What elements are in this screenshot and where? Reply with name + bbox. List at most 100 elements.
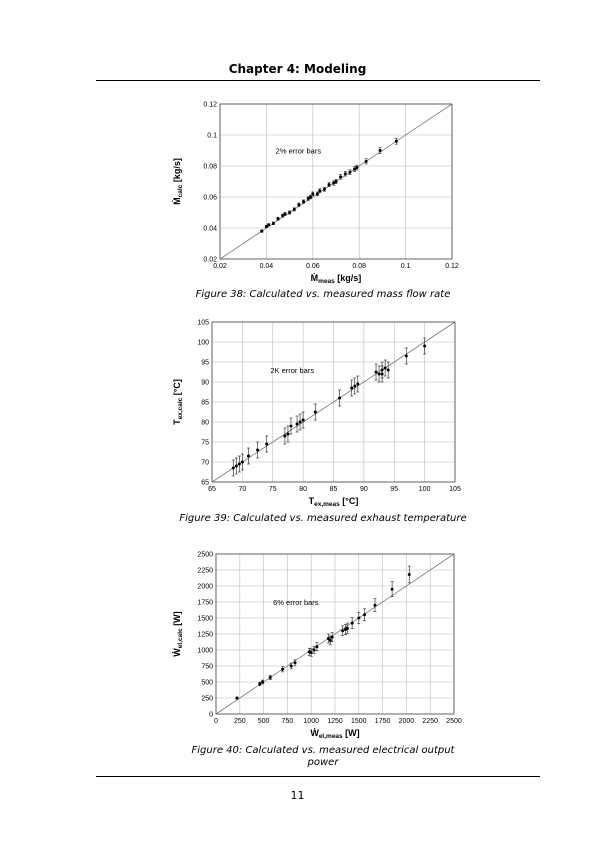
- data-marker: [271, 221, 275, 225]
- data-point: [394, 137, 398, 145]
- data-marker: [295, 422, 299, 426]
- x-tick-label: 500: [258, 718, 270, 725]
- data-marker: [327, 183, 331, 187]
- data-point: [283, 427, 287, 445]
- footer-rule: [96, 776, 540, 777]
- data-point: [306, 196, 310, 201]
- data-marker: [293, 661, 297, 665]
- y-tick-label: 95: [201, 360, 209, 367]
- y-tick-label: 250: [201, 696, 213, 703]
- data-marker: [378, 149, 382, 152]
- data-marker: [330, 635, 334, 639]
- data-marker: [380, 372, 384, 376]
- x-tick-label: 75: [269, 486, 277, 493]
- x-tick-label: 750: [282, 718, 294, 725]
- data-point: [386, 361, 390, 379]
- x-tick-label: 1250: [327, 718, 343, 725]
- chart-exhaust-temperature: 65 70 75 80 85 90 95 100 105 65 70 75 80 85 90 95 100 105…: [172, 320, 461, 509]
- data-marker: [334, 180, 338, 183]
- x-tick-label: 0.08: [352, 263, 366, 270]
- data-marker: [298, 420, 302, 424]
- data-marker: [281, 667, 285, 671]
- data-point: [302, 199, 306, 204]
- y-tick-label: 65: [201, 480, 209, 487]
- data-point: [268, 675, 272, 681]
- data-point: [258, 681, 262, 687]
- data-marker: [311, 192, 315, 196]
- y-tick-label: 1250: [197, 632, 213, 639]
- figure-exhaust-temperature: 65 70 75 80 85 90 95 100 105 65 70 75 80 85 90 95 100 105…: [170, 314, 470, 512]
- data-point: [267, 223, 271, 227]
- data-point: [380, 365, 384, 383]
- data-marker: [302, 200, 306, 204]
- y-tick-label: 1000: [197, 648, 213, 655]
- data-marker: [350, 621, 354, 625]
- data-point: [246, 447, 250, 465]
- data-marker: [231, 466, 235, 470]
- data-point: [256, 441, 260, 459]
- data-marker: [281, 214, 285, 218]
- data-marker: [345, 626, 349, 630]
- error-bar-annotation: 2% error bars: [276, 147, 322, 156]
- data-point: [353, 166, 357, 172]
- y-tick-label: 100: [197, 340, 209, 347]
- data-point: [326, 633, 330, 644]
- data-marker: [234, 464, 238, 468]
- data-point: [374, 363, 378, 381]
- data-point: [348, 169, 352, 175]
- data-point: [328, 635, 332, 646]
- figure-electrical-power: 0 250 500 750 1000 1250 1500 1750 2000 2250 2500 0 2…: [170, 546, 470, 744]
- x-tick-label: 1500: [351, 718, 367, 725]
- y-axis-label: Ẇel,calc [W]: [172, 611, 184, 656]
- data-point: [283, 212, 287, 216]
- x-tick-label: 0.1: [401, 263, 411, 270]
- data-point: [357, 611, 361, 625]
- data-marker: [364, 159, 368, 163]
- data-marker: [407, 572, 411, 576]
- figure-40-caption: Figure 40: Calculated vs. measured elect…: [191, 745, 455, 768]
- data-marker: [260, 229, 264, 233]
- x-axis-label: Tex,meas [°C]: [309, 496, 359, 508]
- data-point: [286, 425, 290, 443]
- data-point: [315, 642, 319, 652]
- data-point: [407, 565, 411, 584]
- data-point: [309, 648, 313, 657]
- data-point: [339, 174, 343, 180]
- plot-frame: [215, 553, 455, 715]
- y-tick-label: 1750: [197, 600, 213, 607]
- data-marker: [374, 370, 378, 374]
- y-tick-label: 2250: [197, 568, 213, 575]
- data-marker: [286, 432, 290, 436]
- figure-38-caption: Figure 38: Calculated vs. measured mass …: [195, 289, 451, 300]
- chart-electrical-power: 0 250 500 750 1000 1250 1500 1750 2000 2250 2500 0 2…: [172, 552, 462, 741]
- data-point: [383, 359, 387, 377]
- x-tick-label: 2500: [446, 718, 462, 725]
- data-marker: [348, 170, 352, 174]
- y-tick-label: 70: [201, 460, 209, 467]
- data-point: [330, 632, 334, 643]
- data-marker: [341, 629, 345, 633]
- reference-line: [211, 321, 456, 483]
- data-point: [345, 622, 349, 634]
- data-marker: [339, 175, 343, 179]
- data-point: [231, 459, 235, 477]
- y-tick-label: 85: [201, 400, 209, 407]
- data-marker: [292, 207, 296, 211]
- y-axis-label: Tex,calc [°C]: [172, 379, 184, 425]
- data-point: [234, 457, 238, 475]
- y-axis-label: Ṁcalc [kg/s]: [172, 158, 184, 205]
- data-point: [298, 413, 302, 431]
- data-marker: [289, 424, 293, 428]
- data-point: [293, 659, 297, 667]
- data-point: [276, 216, 280, 221]
- figure-39-caption: Figure 39: Calculated vs. measured exhau…: [179, 513, 467, 524]
- data-marker: [264, 224, 268, 228]
- data-point: [404, 347, 408, 365]
- data-marker: [315, 645, 319, 649]
- data-marker: [258, 682, 262, 686]
- data-marker: [350, 386, 354, 390]
- x-tick-label: 1750: [375, 718, 391, 725]
- data-point: [338, 389, 342, 407]
- x-tick-label: 95: [390, 486, 398, 493]
- data-marker: [363, 613, 367, 617]
